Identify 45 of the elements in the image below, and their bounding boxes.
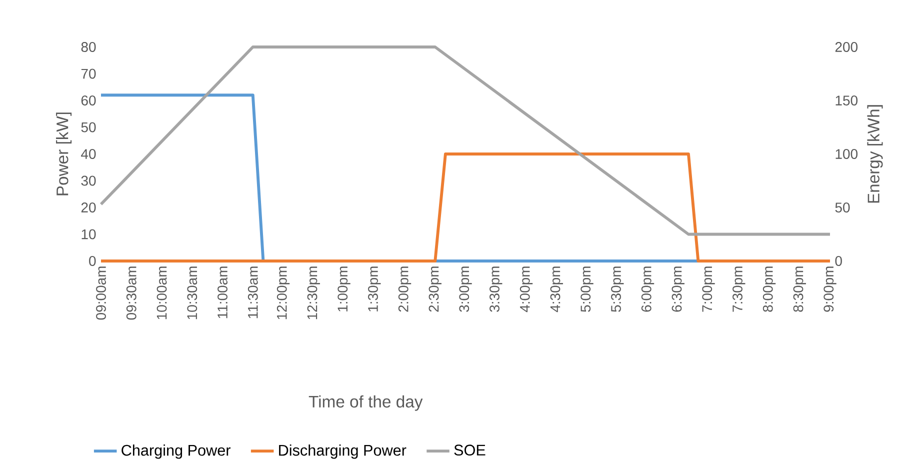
x-tick-label: 4:30pm [550,266,563,312]
x-tick-label: 10:00am [156,266,167,320]
y2-tick-label: 200 [835,42,858,52]
x-tick-label: 9:00pm [824,266,836,312]
y-tick-label: 30 [81,176,96,186]
y-tick-label: 80 [81,42,96,52]
x-tick-label: 8:30pm [793,266,806,312]
x-tick-label: 6:30pm [672,266,684,312]
x-tick-label: 09:30am [126,266,136,320]
x-tick-label: 12:00pm [276,266,290,320]
x-tick-label: 1:00pm [338,266,350,312]
x-tick-label: 4:00pm [520,266,533,312]
legend-label: Charging Power [122,444,231,459]
y2-tick-label: 100 [836,149,858,159]
y-tick-label: 40 [81,149,96,159]
x-tick-label: 7:30pm [732,266,746,312]
y2-axis-title: Energy [kWh] [867,105,883,203]
y2-tick-label: 150 [836,96,858,106]
x-tick-label: 11:00am [218,266,228,318]
legend-label: Discharging Power [279,444,406,459]
x-tick-label: 8:00pm [762,266,776,312]
x-tick-label: 1:30pm [368,266,381,312]
y-tick-label: 0 [89,256,96,266]
y-tick-label: 20 [81,202,96,212]
x-tick-label: 7:00pm [702,266,715,312]
x-tick-label: 11:30am [248,266,258,318]
y2-tick-label: 0 [835,256,842,266]
x-axis-title: Time of the day [308,395,423,411]
x-tick-label: 6:00pm [641,266,654,312]
y2-tick-label: 50 [835,202,850,212]
legend-label: SOE [454,444,486,456]
y-tick-label: 60 [81,96,96,106]
x-tick-label: 09:00am [96,266,106,320]
x-tick-label: 10:30am [187,266,198,320]
x-tick-label: 2:00pm [398,266,412,312]
x-tick-label: 5:00pm [580,266,594,312]
x-tick-label: 5:30pm [611,266,624,312]
x-tick-label: 3:00pm [459,266,472,312]
x-tick-label: 12:30pm [307,266,320,320]
x-tick-label: 3:30pm [490,266,502,312]
y-tick-label: 10 [82,229,96,240]
y-axis-title: Power [kW] [56,112,72,196]
x-tick-label: 2:30pm [428,266,442,312]
y-tick-label: 70 [81,68,96,79]
y-tick-label: 50 [81,122,96,132]
